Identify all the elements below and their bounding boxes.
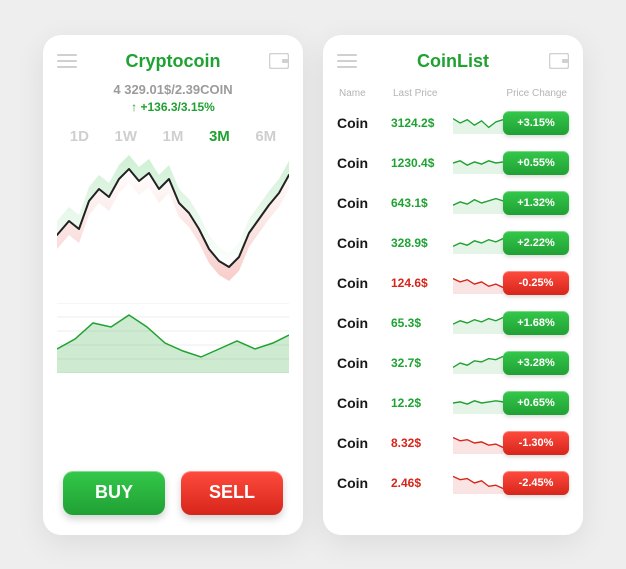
menu-icon[interactable] [337,54,357,68]
timeframe-3M[interactable]: 3M [209,128,230,145]
col-name: Name [339,88,393,99]
col-last: Last Price [393,88,455,99]
sparkline [453,432,503,454]
coin-name: Coin [337,395,391,411]
coin-name: Coin [337,155,391,171]
coin-row[interactable]: Coin65.3$ +1.68% [337,303,569,343]
coin-row[interactable]: Coin3124.2$ +3.15% [337,103,569,143]
coin-list: Coin3124.2$+3.15%Coin1230.4$+0.55%Coin64… [337,103,569,503]
coin-name: Coin [337,115,391,131]
change-badge: -0.25% [503,271,569,295]
timeframe-bar: 1D 1W 1M 3M 6M [57,128,289,145]
sparkline [453,232,503,254]
coin-price: 124.6$ [391,276,453,290]
cryptocoin-screen: Cryptocoin 4 329.01$/2.39COIN ↑ +136.3/3… [43,35,303,535]
header: CoinList [337,51,569,72]
page-title: CoinList [417,51,489,72]
coin-row[interactable]: Coin328.9$ +2.22% [337,223,569,263]
coin-row[interactable]: Coin32.7$ +3.28% [337,343,569,383]
price-chart [57,149,289,299]
change-badge: +0.65% [503,391,569,415]
coin-name: Coin [337,275,391,291]
sparkline [453,312,503,334]
sparkline [453,112,503,134]
coin-price: 3124.2$ [391,116,453,130]
buy-button[interactable]: BUY [63,471,165,515]
timeframe-1D[interactable]: 1D [70,128,89,145]
coinlist-screen: CoinList Name Last Price Price Change Co… [323,35,583,535]
coin-row[interactable]: Coin8.32$ -1.30% [337,423,569,463]
sparkline [453,392,503,414]
wallet-icon[interactable] [549,53,569,69]
change-line: ↑ +136.3/3.15% [57,100,289,114]
coin-price: 643.1$ [391,196,453,210]
change-badge: -2.45% [503,471,569,495]
change-badge: -1.30% [503,431,569,455]
menu-icon[interactable] [57,54,77,68]
change-badge: +2.22% [503,231,569,255]
sparkline [453,152,503,174]
coin-row[interactable]: Coin1230.4$ +0.55% [337,143,569,183]
coin-price: 1230.4$ [391,156,453,170]
coin-price: 12.2$ [391,396,453,410]
coin-row[interactable]: Coin2.46$ -2.45% [337,463,569,503]
change-badge: +3.15% [503,111,569,135]
col-change: Price Change [501,88,567,99]
header: Cryptocoin [57,51,289,72]
sparkline [453,352,503,374]
coin-price: 65.3$ [391,316,453,330]
coin-name: Coin [337,435,391,451]
coin-price: 32.7$ [391,356,453,370]
coin-row[interactable]: Coin124.6$ -0.25% [337,263,569,303]
coin-row[interactable]: Coin12.2$ +0.65% [337,383,569,423]
trade-buttons: BUY SELL [57,471,289,519]
page-title: Cryptocoin [125,51,220,72]
coin-name: Coin [337,315,391,331]
list-headers: Name Last Price Price Change [337,88,569,103]
price-line: 4 329.01$/2.39COIN [57,82,289,97]
sell-button[interactable]: SELL [181,471,283,515]
coin-name: Coin [337,355,391,371]
coin-price: 328.9$ [391,236,453,250]
coin-name: Coin [337,195,391,211]
wallet-icon[interactable] [269,53,289,69]
timeframe-1W[interactable]: 1W [115,128,138,145]
col-spark [455,88,501,99]
coin-name: Coin [337,475,391,491]
change-badge: +0.55% [503,151,569,175]
change-badge: +3.28% [503,351,569,375]
coin-price: 8.32$ [391,436,453,450]
coin-name: Coin [337,235,391,251]
timeframe-1M[interactable]: 1M [163,128,184,145]
change-badge: +1.68% [503,311,569,335]
volume-chart [57,303,289,373]
sparkline [453,472,503,494]
sparkline [453,192,503,214]
coin-row[interactable]: Coin643.1$ +1.32% [337,183,569,223]
coin-price: 2.46$ [391,476,453,490]
change-badge: +1.32% [503,191,569,215]
sparkline [453,272,503,294]
timeframe-6M[interactable]: 6M [255,128,276,145]
